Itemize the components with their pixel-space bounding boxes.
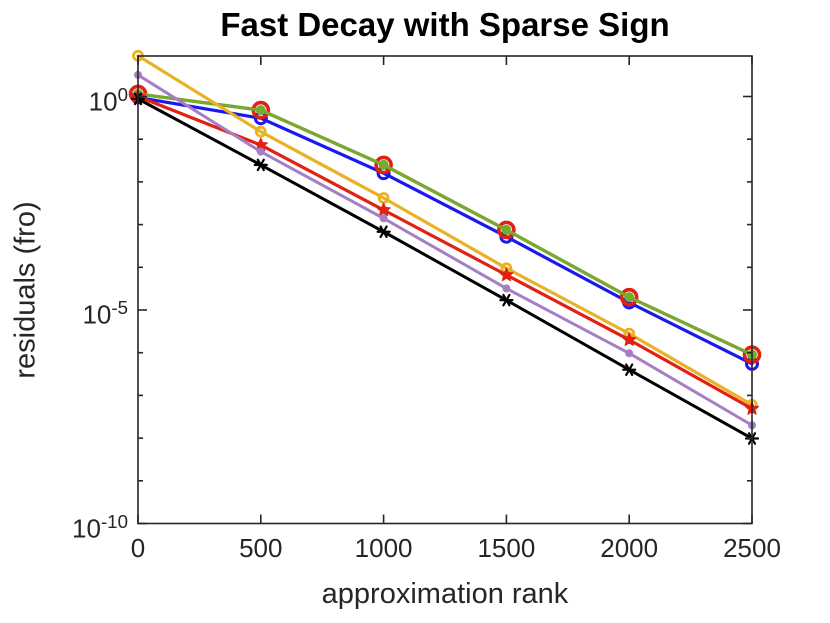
- x-tick-label: 1500: [477, 533, 536, 563]
- series-red-star-line: [136, 94, 754, 411]
- y-tick-label: 10-10: [72, 510, 128, 544]
- series-purple-dot-marker: [256, 147, 265, 156]
- series-purple-dot-marker: [502, 284, 511, 293]
- series-green-dot-marker: [624, 292, 635, 303]
- series-red-circle-marker: [619, 287, 639, 307]
- series-black-asterisk-marker: [376, 225, 391, 239]
- axes-box: [137, 55, 753, 525]
- series-purple-dot-marker: [379, 214, 388, 223]
- series-green-dot-marker: [378, 159, 389, 170]
- series-red-star-marker: [622, 332, 637, 347]
- series-blue-circle-line: [136, 95, 754, 366]
- y-tick-label: 10-5: [82, 297, 128, 330]
- x-tick-label: 2500: [723, 533, 781, 563]
- series-black-asterisk-marker: [622, 363, 637, 376]
- series-red-circle-marker: [374, 155, 393, 175]
- series-purple-dot-line: [136, 73, 754, 427]
- x-tick-label: 1000: [354, 533, 413, 563]
- x-tick-label: 0: [130, 533, 146, 563]
- series-purple-dot-marker: [625, 349, 634, 358]
- series-black-asterisk-marker: [253, 158, 268, 172]
- series-gold-circle-marker: [254, 125, 267, 138]
- x-axis-label: approximation rank: [321, 578, 569, 610]
- series-green-dot-marker: [501, 224, 512, 235]
- series-gold-circle-line: [136, 54, 754, 407]
- y-axis-label: residuals (fro): [9, 201, 42, 379]
- y-tick-label: 100: [88, 83, 128, 117]
- series-black-asterisk-marker: [499, 293, 514, 307]
- series-black-asterisk-line: [136, 97, 754, 440]
- x-tick-label: 500: [239, 533, 283, 563]
- series-green-dot-line: [136, 92, 754, 357]
- series-red-star-marker: [499, 267, 514, 282]
- chart-title: Fast Decay with Sparse Sign: [220, 6, 670, 43]
- x-tick-label: 2000: [600, 533, 659, 563]
- series-red-star-marker: [376, 202, 391, 217]
- series-red-circle-marker: [497, 220, 516, 240]
- series-green-dot-marker: [255, 105, 266, 116]
